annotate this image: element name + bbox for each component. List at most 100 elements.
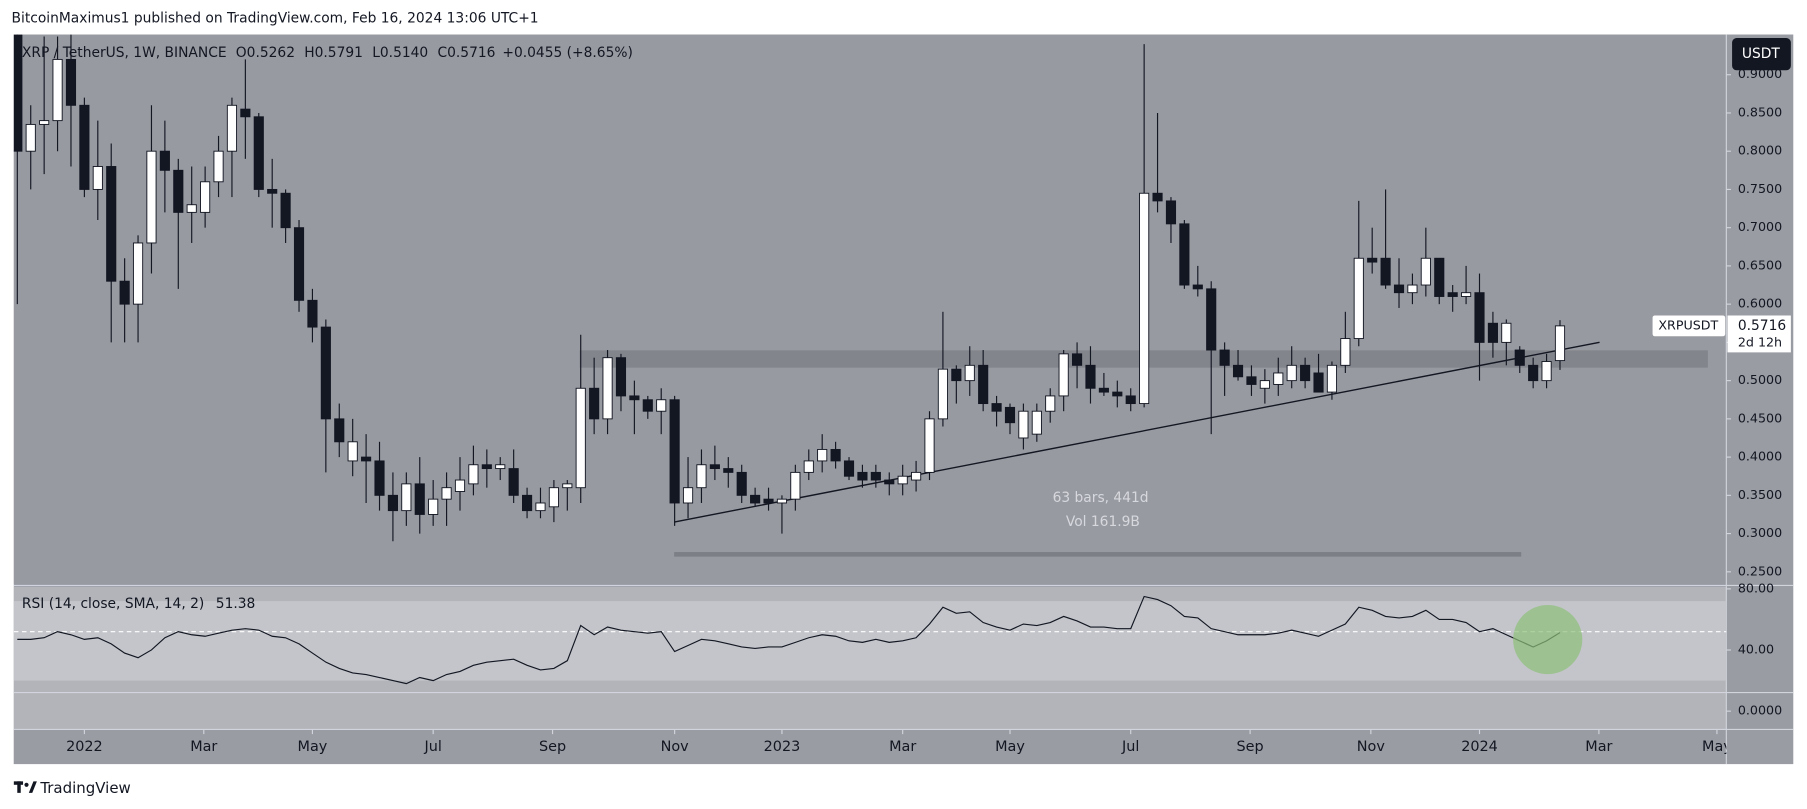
ohlc-key: C (437, 45, 447, 61)
candle-body (441, 487, 452, 500)
rsi-name: RSI (14, close, SMA, 14, 2) (22, 596, 204, 612)
x-tick-label: 2022 (66, 739, 103, 755)
candle-body (428, 498, 439, 515)
candle-body (173, 169, 184, 213)
candle-body (937, 368, 948, 420)
candle-body (1514, 349, 1525, 366)
x-tick-label: May (995, 739, 1025, 755)
rsi-legend: RSI (14, close, SMA, 14, 2) 51.38 (22, 596, 255, 612)
candle-body (830, 448, 841, 462)
trend-line (674, 341, 1600, 523)
rsi-layer (13, 595, 1727, 685)
candle-body (1474, 292, 1485, 343)
candle-body (1528, 364, 1539, 382)
candle-body (159, 150, 170, 171)
candle-body (1461, 292, 1472, 297)
candle-body (1273, 372, 1284, 385)
last-price-tag (1727, 315, 1791, 353)
last-price-label: 0.5716 (1738, 318, 1786, 334)
price-scale (1726, 34, 1794, 730)
currency-button[interactable] (1732, 38, 1791, 71)
x-tick-label: Mar (1585, 739, 1612, 755)
y-tick-label: 0.2500 (1738, 563, 1782, 578)
candle-body (817, 448, 828, 462)
candle-body (870, 471, 881, 481)
y-tick-label: 0.6000 (1738, 296, 1782, 311)
y-tick-label: 0.3500 (1738, 487, 1782, 502)
candle-body (25, 123, 36, 152)
currency-label[interactable]: USDT (1742, 46, 1781, 62)
price-pane (13, 34, 1727, 585)
candle-body (240, 108, 251, 118)
candle-body (508, 468, 519, 496)
candle-body (146, 150, 157, 244)
price-layer (13, 34, 1708, 557)
candle-body (1393, 284, 1405, 294)
candle-body (1286, 364, 1297, 382)
candle-body (723, 468, 734, 473)
highlight-circle (1513, 605, 1583, 675)
ohlc-key: H (304, 45, 314, 61)
candle-body (92, 166, 103, 190)
candle-body (79, 104, 90, 190)
ohlc-key: O (236, 45, 247, 61)
candle-body (186, 204, 197, 213)
candle-body (803, 460, 814, 473)
rsi-tick-label: 80.00 (1738, 580, 1774, 595)
measure-bars: 63 bars, 441d (1053, 490, 1149, 506)
x-tick-label: Sep (1237, 739, 1264, 755)
candle-body (1031, 410, 1042, 435)
rsi-tick-label: 40.00 (1738, 642, 1774, 657)
candle-body (964, 364, 975, 382)
publisher-note: BitcoinMaximus1 published on TradingView… (12, 10, 539, 26)
candle-body (629, 395, 640, 401)
x-tick-label: May (298, 739, 328, 755)
candle-body (790, 471, 801, 500)
symbol-tag (1652, 315, 1726, 337)
measure-bar (674, 552, 1522, 557)
candle-body (776, 498, 788, 504)
x-tick-label: May (1702, 739, 1732, 755)
candle-body (911, 471, 922, 481)
candle-body (1085, 364, 1096, 389)
x-tick-label: Jul (423, 739, 441, 755)
x-tick-label: 2023 (764, 739, 801, 755)
candle-body (253, 116, 264, 190)
candle-body (293, 227, 305, 301)
y-tick-label: 0.8500 (1738, 104, 1782, 119)
candle-body (521, 494, 533, 512)
candle-body (615, 357, 627, 397)
candle-body (1071, 353, 1083, 366)
time-scale (13, 729, 1794, 765)
x-tick-label: 2024 (1461, 739, 1498, 755)
x-tick-label: Jul (1121, 739, 1139, 755)
candle-body (1165, 200, 1177, 225)
candle-body (709, 464, 720, 470)
y-tick-label: 0.7000 (1738, 219, 1782, 234)
candle-body (1125, 395, 1136, 405)
candle-body (897, 475, 908, 485)
y-tick-label: 0.7500 (1738, 181, 1782, 196)
symbol-legend: XRP / TetherUS, 1W, BINANCE O0.5262 H0.579… (22, 45, 633, 61)
x-tick-label: Mar (889, 739, 916, 755)
y-tick-label: 0.4500 (1738, 410, 1782, 425)
candle-body (682, 487, 694, 504)
candle-body (750, 494, 761, 504)
candle-body (320, 326, 331, 420)
candle-body (52, 58, 63, 122)
candle-body (1232, 364, 1244, 378)
candle-body (1112, 391, 1123, 397)
rsi-line (17, 595, 1561, 685)
y-tick-label: 0.9000 (1738, 66, 1782, 81)
candle-body (307, 299, 318, 328)
candle-body (481, 464, 492, 470)
candle-body (857, 471, 868, 481)
candle-body (669, 399, 680, 504)
candle-body (495, 464, 506, 470)
candle-body (267, 188, 278, 194)
candle-body (1206, 288, 1217, 351)
time-layer: 2022 Mar May Jul Sep Nov 2023 Mar May Jul Sep Nov 20… (66, 729, 1732, 755)
candle-body (562, 483, 573, 489)
candle-body (1139, 192, 1150, 405)
